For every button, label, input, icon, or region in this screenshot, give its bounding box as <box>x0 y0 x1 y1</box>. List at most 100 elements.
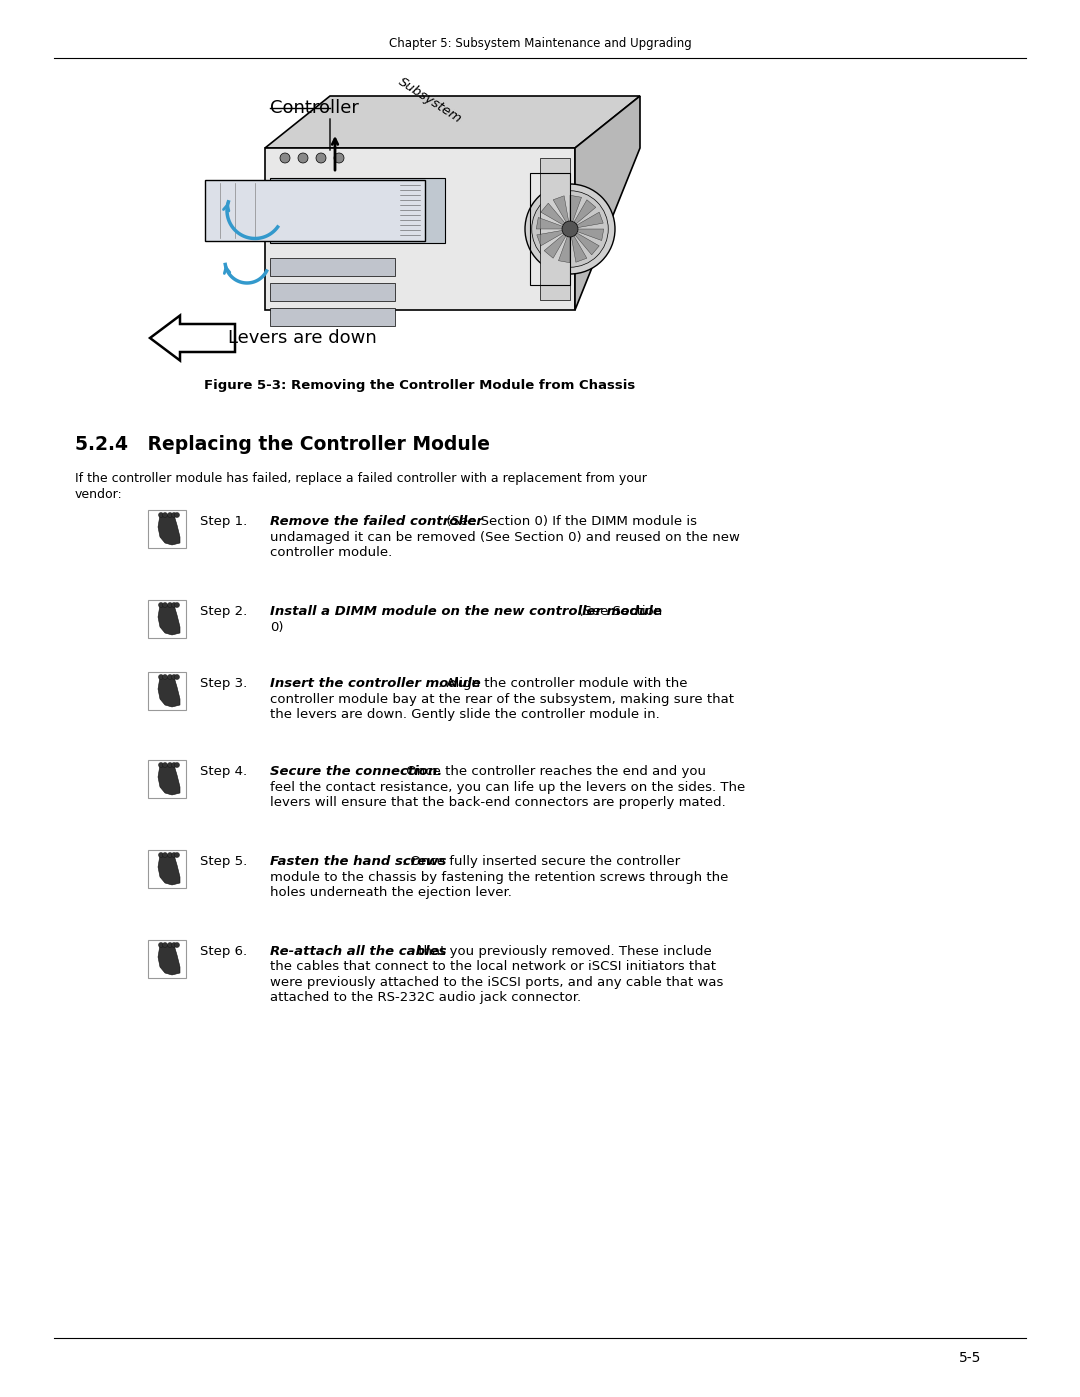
Circle shape <box>159 602 163 608</box>
FancyBboxPatch shape <box>148 510 186 548</box>
Polygon shape <box>558 229 570 263</box>
Circle shape <box>531 191 608 267</box>
Polygon shape <box>265 148 575 310</box>
Circle shape <box>167 602 173 608</box>
Polygon shape <box>270 307 395 326</box>
Circle shape <box>172 763 176 767</box>
FancyBboxPatch shape <box>148 940 186 978</box>
Polygon shape <box>570 229 586 263</box>
Text: the cables that connect to the local network or iSCSI initiators that: the cables that connect to the local net… <box>270 961 716 974</box>
Text: Step 2.: Step 2. <box>200 605 247 617</box>
Text: . Once fully inserted secure the controller: . Once fully inserted secure the control… <box>402 855 680 868</box>
Circle shape <box>159 852 163 858</box>
Text: Step 6.: Step 6. <box>200 944 247 958</box>
Text: Fasten the hand screws: Fasten the hand screws <box>270 855 446 868</box>
Polygon shape <box>544 229 570 258</box>
Text: Levers are down: Levers are down <box>228 330 377 346</box>
Text: controller module.: controller module. <box>270 546 392 559</box>
Text: Remove the failed controller: Remove the failed controller <box>270 515 483 528</box>
Polygon shape <box>537 229 570 246</box>
Polygon shape <box>570 196 581 229</box>
Text: . Align the controller module with the: . Align the controller module with the <box>438 678 688 690</box>
Text: levers will ensure that the back-end connectors are properly mated.: levers will ensure that the back-end con… <box>270 796 726 809</box>
Text: Insert the controller module: Insert the controller module <box>270 678 481 690</box>
Text: controller module bay at the rear of the subsystem, making sure that: controller module bay at the rear of the… <box>270 693 734 705</box>
Polygon shape <box>158 678 180 707</box>
Circle shape <box>280 154 291 163</box>
Circle shape <box>159 675 163 679</box>
Circle shape <box>316 154 326 163</box>
Text: Step 1.: Step 1. <box>200 515 247 528</box>
FancyBboxPatch shape <box>148 672 186 710</box>
Polygon shape <box>265 96 640 148</box>
Polygon shape <box>270 284 395 300</box>
Polygon shape <box>570 212 604 229</box>
Circle shape <box>175 675 179 679</box>
Circle shape <box>175 513 179 517</box>
Circle shape <box>162 763 167 767</box>
Text: . (See Section 0) If the DIMM module is: . (See Section 0) If the DIMM module is <box>438 515 697 528</box>
Polygon shape <box>270 258 395 277</box>
Circle shape <box>172 513 176 517</box>
Text: feel the contact resistance, you can life up the levers on the sides. The: feel the contact resistance, you can lif… <box>270 781 745 793</box>
FancyArrow shape <box>150 316 235 360</box>
Polygon shape <box>541 203 570 229</box>
Text: Subsystem: Subsystem <box>396 74 464 126</box>
Text: the levers are down. Gently slide the controller module in.: the levers are down. Gently slide the co… <box>270 708 660 721</box>
Text: Re-attach all the cables: Re-attach all the cables <box>270 944 446 958</box>
Circle shape <box>162 602 167 608</box>
Circle shape <box>167 675 173 679</box>
Circle shape <box>172 675 176 679</box>
Text: 5-5: 5-5 <box>959 1351 982 1365</box>
Text: vendor:: vendor: <box>75 488 123 502</box>
Text: Once the controller reaches the end and you: Once the controller reaches the end and … <box>402 766 706 778</box>
Circle shape <box>162 675 167 679</box>
Polygon shape <box>158 515 180 545</box>
Text: attached to the RS-232C audio jack connector.: attached to the RS-232C audio jack conne… <box>270 992 581 1004</box>
Circle shape <box>175 852 179 858</box>
FancyBboxPatch shape <box>148 849 186 888</box>
Polygon shape <box>540 158 570 300</box>
Circle shape <box>525 184 615 274</box>
Circle shape <box>562 221 578 237</box>
Text: holes underneath the ejection lever.: holes underneath the ejection lever. <box>270 886 512 900</box>
Circle shape <box>167 513 173 517</box>
Circle shape <box>298 154 308 163</box>
Polygon shape <box>158 766 180 795</box>
Polygon shape <box>570 229 599 254</box>
Circle shape <box>159 763 163 767</box>
Circle shape <box>159 513 163 517</box>
Polygon shape <box>158 605 180 636</box>
Text: Install a DIMM module on the new controller module: Install a DIMM module on the new control… <box>270 605 662 617</box>
Polygon shape <box>553 196 570 229</box>
Text: Secure the connection.: Secure the connection. <box>270 766 442 778</box>
Text: undamaged it can be removed (See Section 0) and reused on the new: undamaged it can be removed (See Section… <box>270 531 740 543</box>
Text: 5.2.4   Replacing the Controller Module: 5.2.4 Replacing the Controller Module <box>75 436 490 454</box>
Circle shape <box>167 852 173 858</box>
Text: Chapter 5: Subsystem Maintenance and Upgrading: Chapter 5: Subsystem Maintenance and Upg… <box>389 38 691 50</box>
Text: Step 3.: Step 3. <box>200 678 247 690</box>
Text: module to the chassis by fastening the retention screws through the: module to the chassis by fastening the r… <box>270 870 728 883</box>
Polygon shape <box>270 177 445 243</box>
Text: Controller: Controller <box>270 99 359 117</box>
Circle shape <box>162 513 167 517</box>
Circle shape <box>167 763 173 767</box>
Circle shape <box>175 602 179 608</box>
Text: Step 5.: Step 5. <box>200 855 247 868</box>
Text: 0): 0) <box>270 620 283 633</box>
Circle shape <box>172 943 176 947</box>
Text: If the controller module has failed, replace a failed controller with a replacem: If the controller module has failed, rep… <box>75 472 647 485</box>
Polygon shape <box>537 218 570 229</box>
Text: that you previously removed. These include: that you previously removed. These inclu… <box>414 944 712 958</box>
Circle shape <box>162 852 167 858</box>
Polygon shape <box>158 855 180 886</box>
Circle shape <box>334 154 345 163</box>
FancyBboxPatch shape <box>148 599 186 638</box>
Polygon shape <box>575 96 640 310</box>
Circle shape <box>175 763 179 767</box>
Polygon shape <box>570 229 604 240</box>
Text: were previously attached to the iSCSI ports, and any cable that was: were previously attached to the iSCSI po… <box>270 977 724 989</box>
Polygon shape <box>205 180 426 242</box>
Circle shape <box>175 943 179 947</box>
Circle shape <box>172 602 176 608</box>
